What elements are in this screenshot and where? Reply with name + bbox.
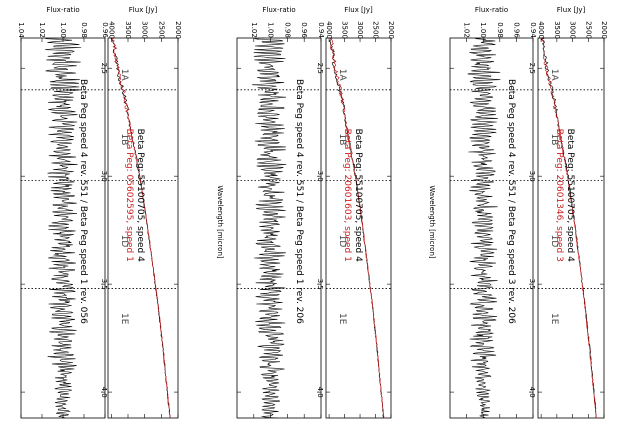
y-axis-label: Flux [Jy]: [129, 6, 158, 14]
y-tick-label: 4000: [325, 21, 333, 39]
y-tick-label: 1.02: [38, 22, 46, 38]
band-label: 1B: [549, 134, 559, 146]
y-tick-label: 0.94: [529, 22, 537, 38]
plot-frame: [449, 37, 534, 419]
x-tick-label: 2.5: [100, 63, 108, 74]
y-tick-label: 1.00: [267, 22, 275, 38]
series-line: [541, 37, 597, 419]
plot-frame: [20, 37, 106, 419]
y-tick-label: 2000: [600, 21, 608, 39]
y-axis-label: Flux-ratio: [262, 6, 295, 14]
y-tick-label: 4000: [107, 21, 115, 39]
y-tick-label: 2500: [157, 21, 165, 39]
y-tick-label: 0.98: [283, 22, 291, 38]
x-tick-label: 3.0: [316, 171, 324, 182]
band-label: 1D: [337, 235, 347, 248]
ratio-annotation: Beta Peg speed 4 rev. 551 / Beta Peg spe…: [506, 79, 516, 324]
x-tick-label: 3.0: [528, 171, 536, 182]
y-tick-label: 3000: [141, 21, 149, 39]
legend-entry: Beta Peg: 20601346, speed 3: [554, 129, 564, 262]
band-label: 1D: [119, 235, 129, 248]
legend-entry: Beta Peg: 55100705, speed 4: [565, 129, 575, 262]
y-tick-label: 0.96: [512, 22, 520, 38]
ratio-annotation: Beta Peg speed 4 rev. 551 / Beta Peg spe…: [78, 79, 88, 324]
y-tick-label: 0.94: [317, 22, 325, 38]
y-tick-label: 1.02: [463, 22, 471, 38]
band-label: 1A: [337, 69, 347, 82]
y-axis-label: Flux-ratio: [475, 6, 508, 14]
plots-group: 2000 2500 3000 3500 4000 Flux [Jy] 1A 1B 1D 1E Bet…: [17, 6, 608, 419]
y-tick-label: 3500: [124, 21, 132, 39]
y-axis-label: Flux [Jy]: [344, 6, 373, 14]
x-tick-label: 3.5: [100, 279, 108, 290]
band-label: 1A: [549, 69, 559, 82]
x-tick-label: 3.5: [316, 279, 324, 290]
band-label: 1E: [549, 313, 559, 325]
band-label: 1B: [119, 134, 129, 146]
y-tick-label: 2500: [584, 21, 592, 39]
y-tick-label: 2000: [387, 21, 395, 39]
x-tick-label: 4.0: [528, 387, 536, 398]
plot-frame: [537, 37, 605, 419]
y-tick-label: 3000: [356, 21, 364, 39]
y-tick-label: 0.96: [101, 22, 109, 38]
y-tick-label: 1.02: [250, 22, 258, 38]
band-label: 1E: [337, 313, 347, 325]
y-tick-label: 2500: [372, 21, 380, 39]
y-tick-label: 4000: [537, 21, 545, 39]
y-tick-label: 3500: [553, 21, 561, 39]
band-label: 1A: [119, 69, 129, 82]
x-tick-label: 2.5: [528, 63, 536, 74]
plot-frame: [236, 37, 322, 419]
y-tick-label: 2000: [174, 21, 182, 39]
y-tick-label: 1.00: [479, 22, 487, 38]
ratio-annotation: Beta Peg speed 4 rev. 551 / Beta Peg spe…: [294, 79, 304, 324]
legend-entry: Beta Peg: 05602595, speed 1: [124, 129, 134, 262]
x-tick-label: 3.0: [100, 171, 108, 182]
band-label: 1D: [549, 235, 559, 248]
ratio-line: [467, 37, 501, 419]
series-line: [110, 37, 171, 418]
ratio-line: [252, 37, 287, 419]
band-label: 1B: [337, 134, 347, 146]
x-axis-label: Wavelength [micron]: [428, 185, 436, 259]
y-tick-label: 3000: [569, 21, 577, 39]
x-tick-label: 2.5: [316, 63, 324, 74]
series-line: [329, 37, 385, 419]
y-tick-label: 1.04: [17, 22, 25, 38]
x-axis-label: Wavelength [micron]: [216, 185, 224, 259]
y-axis-label: Flux [Jy]: [557, 6, 586, 14]
y-tick-label: 1.00: [59, 22, 67, 38]
x-tick-label: 4.0: [316, 387, 324, 398]
x-tick-label: 4.0: [100, 387, 108, 398]
y-tick-label: 0.98: [80, 22, 88, 38]
legend-entry: Beta Peg: 55100705, speed 4: [353, 129, 363, 262]
legend-entry: Beta Peg: 55100705, speed 4: [135, 129, 145, 262]
y-tick-label: 3500: [341, 21, 349, 39]
x-tick-label: 3.5: [528, 279, 536, 290]
ratio-line: [45, 37, 82, 419]
band-label: 1E: [119, 313, 129, 325]
plot-frame: [107, 37, 179, 419]
legend-entry: Beta Peg: 20601603, speed 1: [342, 129, 352, 262]
plot-frame: [325, 37, 392, 419]
y-axis-label: Flux-ratio: [46, 6, 79, 14]
y-tick-label: 0.96: [300, 22, 308, 38]
y-tick-label: 0.98: [496, 22, 504, 38]
